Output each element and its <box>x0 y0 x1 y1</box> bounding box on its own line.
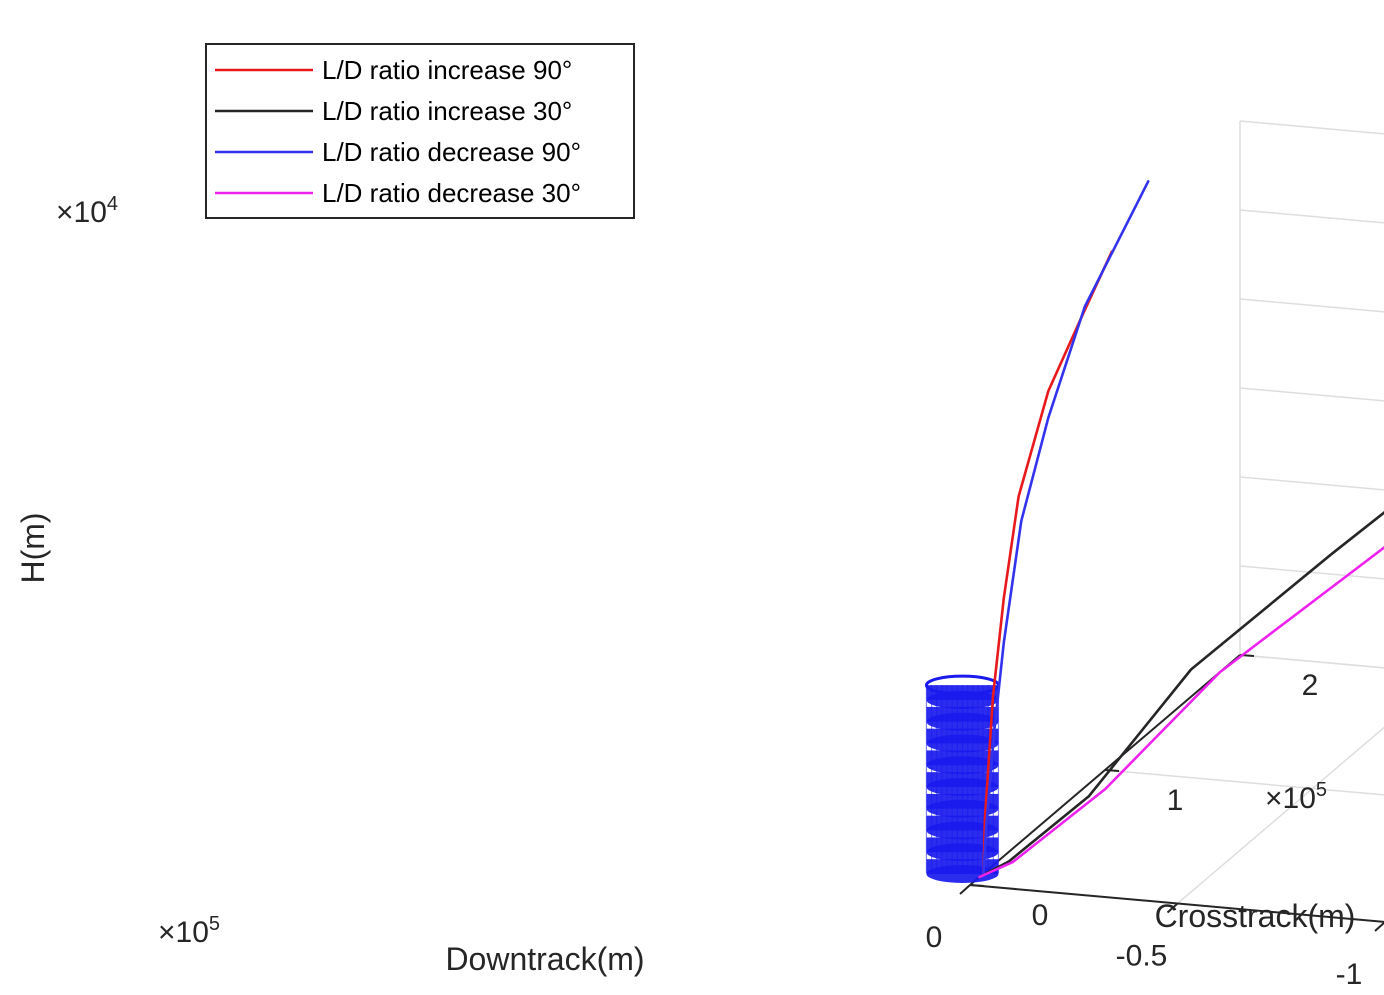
y-axis-title: Crosstrack(m) <box>1155 898 1356 934</box>
x-tick-mark <box>1374 921 1384 932</box>
grid-line <box>1239 476 1384 491</box>
grid-line <box>1239 209 1384 224</box>
series-line-1 <box>982 250 1114 875</box>
legend-label-2: L/D ratio increase 30° <box>322 96 572 126</box>
grid-line <box>1239 298 1384 313</box>
series-line-4 <box>978 546 1384 879</box>
y-tick-label: 1 <box>1167 784 1184 817</box>
x-tick-label: -1 <box>1336 958 1363 991</box>
grid-line <box>1239 120 1384 135</box>
z-axis-title: H(m) <box>15 512 51 583</box>
x-tick-mark <box>1166 902 1179 914</box>
legend-label-4: L/D ratio decrease 30° <box>322 178 581 208</box>
legend: L/D ratio increase 90° L/D ratio increase… <box>205 43 635 219</box>
y-tick-label: 0 <box>1032 899 1049 932</box>
legend-label-1: L/D ratio increase 90° <box>322 55 572 85</box>
target-cylinder <box>924 674 1000 883</box>
x-axis-line <box>969 884 1384 923</box>
y-tick-mark <box>1104 769 1120 772</box>
y-axis-multiplier: ×105 <box>1265 779 1327 815</box>
y-tick-mark <box>969 884 985 887</box>
series-line-3 <box>982 180 1150 875</box>
cylinder-band-rim <box>926 864 999 883</box>
series-line-2 <box>978 511 1384 879</box>
x-tick-label: 0 <box>926 921 943 954</box>
labels-layer: -2-1.5-1-0.5001200.511.522.53Downtrack(m… <box>15 193 1363 991</box>
legend-label-3: L/D ratio decrease 90° <box>322 137 581 167</box>
x-tick-mark <box>959 884 971 895</box>
axes-layer <box>959 654 1384 932</box>
z-axis-multiplier: ×104 <box>56 193 118 229</box>
y-tick-label: 2 <box>1302 669 1319 702</box>
x-tick-label: -0.5 <box>1116 940 1168 973</box>
x-axis-title: Downtrack(m) <box>445 941 644 977</box>
grid-line <box>1239 565 1384 580</box>
grid-line <box>1104 769 1384 796</box>
series-layer <box>978 180 1384 879</box>
grid-line <box>1239 654 1384 669</box>
x-axis-multiplier: ×105 <box>158 913 220 949</box>
grid-line <box>1239 387 1384 402</box>
legend-box <box>205 43 635 219</box>
